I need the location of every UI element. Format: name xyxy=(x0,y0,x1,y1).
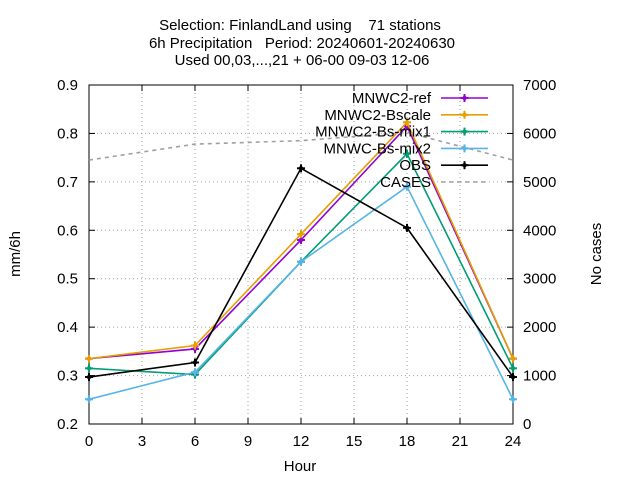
x-tick-label: 24 xyxy=(505,433,522,450)
y-tick-label: 0.2 xyxy=(57,416,78,433)
y2-axis-label: No cases xyxy=(588,223,605,286)
x-tick-label: 0 xyxy=(85,433,93,450)
x-tick-label: 9 xyxy=(244,433,252,450)
x-axis-label: Hour xyxy=(284,458,317,475)
series-line-cases xyxy=(88,131,514,161)
x-tick-label: 21 xyxy=(452,433,469,450)
x-tick-label: 18 xyxy=(399,433,416,450)
axis-ticks: 0 3 6 9 12 15 18 21 24 0.2 0.3 0.4 0.5 0.6 0.7 0.8 0.9 0 1… xyxy=(57,77,556,450)
data-point-mnwc2-bscale xyxy=(509,354,517,363)
legend-marker-obs xyxy=(460,161,469,170)
y2-tick-label: 4000 xyxy=(523,222,556,239)
y-tick-label: 0.5 xyxy=(57,271,78,288)
data-point-obs xyxy=(509,373,517,382)
y-tick-label: 0.6 xyxy=(57,222,78,239)
data-point-obs xyxy=(297,164,305,173)
y-tick-label: 0.3 xyxy=(57,368,78,385)
y-tick-label: 0.7 xyxy=(57,174,78,191)
data-point-mnwc-bs-mix2 xyxy=(403,182,411,191)
data-point-mnwc2-bs-mix1 xyxy=(403,149,411,158)
legend: MNWC2-refMNWC2-BscaleMNWC2-Bs-mix1MNWC-B… xyxy=(315,90,488,191)
data-point-mnwc2-bscale xyxy=(85,354,93,363)
legend-label-mnwc2-ref: MNWC2-ref xyxy=(352,90,432,107)
chart-title-line-1: Selection: FinlandLand using 71 stations xyxy=(159,17,441,34)
legend-label-mnwc-bs-mix2: MNWC-Bs-mix2 xyxy=(324,140,431,157)
legend-label-mnwc2-bs-mix1: MNWC2-Bs-mix1 xyxy=(315,124,431,141)
y2-tick-label: 6000 xyxy=(523,125,556,142)
x-tick-label: 15 xyxy=(346,433,363,450)
data-point-mnwc2-bscale xyxy=(403,118,411,127)
x-tick-label: 12 xyxy=(293,433,310,450)
y-tick-label: 0.4 xyxy=(57,319,78,336)
data-point-mnwc-bs-mix2 xyxy=(85,395,93,404)
y2-tick-label: 7000 xyxy=(523,77,556,94)
y-tick-label: 0.9 xyxy=(57,77,78,94)
data-point-obs xyxy=(403,223,411,232)
legend-marker-mnwc2-bs-mix1 xyxy=(460,127,469,136)
y2-tick-label: 3000 xyxy=(523,271,556,288)
y2-tick-label: 1000 xyxy=(523,368,556,385)
data-point-mnwc2-bs-mix1 xyxy=(85,364,93,373)
data-point-obs xyxy=(85,373,93,382)
data-point-mnwc-bs-mix2 xyxy=(509,395,517,404)
legend-marker-mnwc-bs-mix2 xyxy=(460,144,469,153)
data-point-mnwc2-bs-mix1 xyxy=(509,364,517,373)
legend-label-obs: OBS xyxy=(399,157,431,174)
x-tick-label: 3 xyxy=(138,433,146,450)
grid-lines xyxy=(89,85,513,424)
series-group xyxy=(85,118,517,404)
legend-marker-mnwc2-bscale xyxy=(460,110,469,119)
legend-label-mnwc2-bscale: MNWC2-Bscale xyxy=(324,107,431,124)
legend-marker-mnwc2-ref xyxy=(460,94,469,102)
data-point-mnwc-bs-mix2 xyxy=(191,368,199,377)
chart-title-line-3: Used 00,03,...,21 + 06-00 09-03 12-06 xyxy=(175,52,430,69)
data-point-mnwc2-bscale xyxy=(191,341,199,350)
data-point-obs xyxy=(191,358,199,367)
data-point-mnwc2-bscale xyxy=(297,230,305,239)
x-tick-label: 6 xyxy=(191,433,199,450)
y2-tick-label: 5000 xyxy=(523,174,556,191)
y2-tick-label: 2000 xyxy=(523,319,556,336)
y-tick-label: 0.8 xyxy=(57,125,78,142)
legend-label-cases: CASES xyxy=(380,174,431,191)
data-point-mnwc-bs-mix2 xyxy=(297,257,305,266)
y-axis-label: mm/6h xyxy=(7,231,24,277)
y2-tick-label: 0 xyxy=(523,416,531,433)
chart-title-line-2: 6h Precipitation Period: 20240601-202406… xyxy=(149,35,455,52)
